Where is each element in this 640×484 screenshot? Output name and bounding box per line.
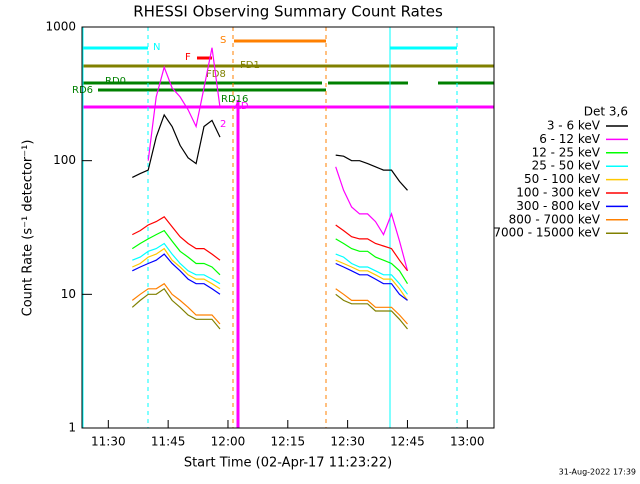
flag-label: N — [153, 42, 160, 53]
y-axis-label: Count Rate (s⁻¹ detector⁻¹) — [21, 140, 36, 317]
series-line — [132, 247, 408, 301]
x-axis-label: Start Time (02-Apr-17 11:23:22) — [184, 456, 392, 471]
chart-title: RHESSI Observing Summary Count Rates — [133, 3, 443, 21]
x-tick-label: 12:00 — [211, 435, 246, 449]
legend-label: 800 - 7000 keV — [509, 212, 601, 226]
flag-label: RD16 — [221, 94, 248, 105]
series-line — [131, 229, 409, 285]
y-tick-label: 1000 — [45, 20, 76, 34]
legend-label: 300 - 800 keV — [516, 199, 600, 213]
y-tick-label: 1 — [68, 421, 76, 435]
series-line — [131, 287, 408, 330]
x-tick-label: 12:45 — [390, 435, 425, 449]
legend-title: Det 3,6 — [584, 105, 628, 119]
series-line — [132, 216, 408, 272]
legend-label: 12 - 25 keV — [532, 145, 601, 159]
y-tick-label: 100 — [53, 153, 76, 167]
legend-label: 50 - 100 keV — [524, 172, 601, 186]
x-tick-label: 11:30 — [91, 435, 126, 449]
series-line — [132, 253, 408, 301]
flag-label: F — [185, 52, 191, 63]
flag-label: S — [220, 35, 226, 46]
series-line — [132, 113, 408, 191]
legend-label: 7000 - 15000 keV — [493, 226, 600, 240]
flags: N S F FD1 FD8 RD0 RD6 RD16 AD 2 — [72, 27, 494, 428]
series-line — [132, 242, 408, 295]
x-tick-label: 13:00 — [450, 435, 485, 449]
x-tick-label: 11:45 — [151, 435, 186, 449]
flag-label: RD6 — [72, 85, 93, 96]
flag-label: AD — [234, 101, 249, 112]
flag-label: 2 — [220, 119, 226, 130]
legend-label: 25 - 50 keV — [532, 159, 601, 173]
legend-label: 3 - 6 keV — [547, 119, 601, 133]
flag-label: RD0 — [105, 76, 126, 87]
legend-label: 6 - 12 keV — [539, 132, 601, 146]
series-line — [147, 47, 409, 271]
flag-label: FD1 — [240, 60, 260, 71]
y-tick-label: 10 — [61, 287, 76, 301]
series-line — [131, 282, 408, 325]
x-tick-label: 12:15 — [271, 435, 306, 449]
x-tick-label: 12:30 — [330, 435, 365, 449]
legend-label: 100 - 300 keV — [516, 186, 600, 200]
footer: 31-Aug-2022 17:39 — [559, 468, 636, 477]
